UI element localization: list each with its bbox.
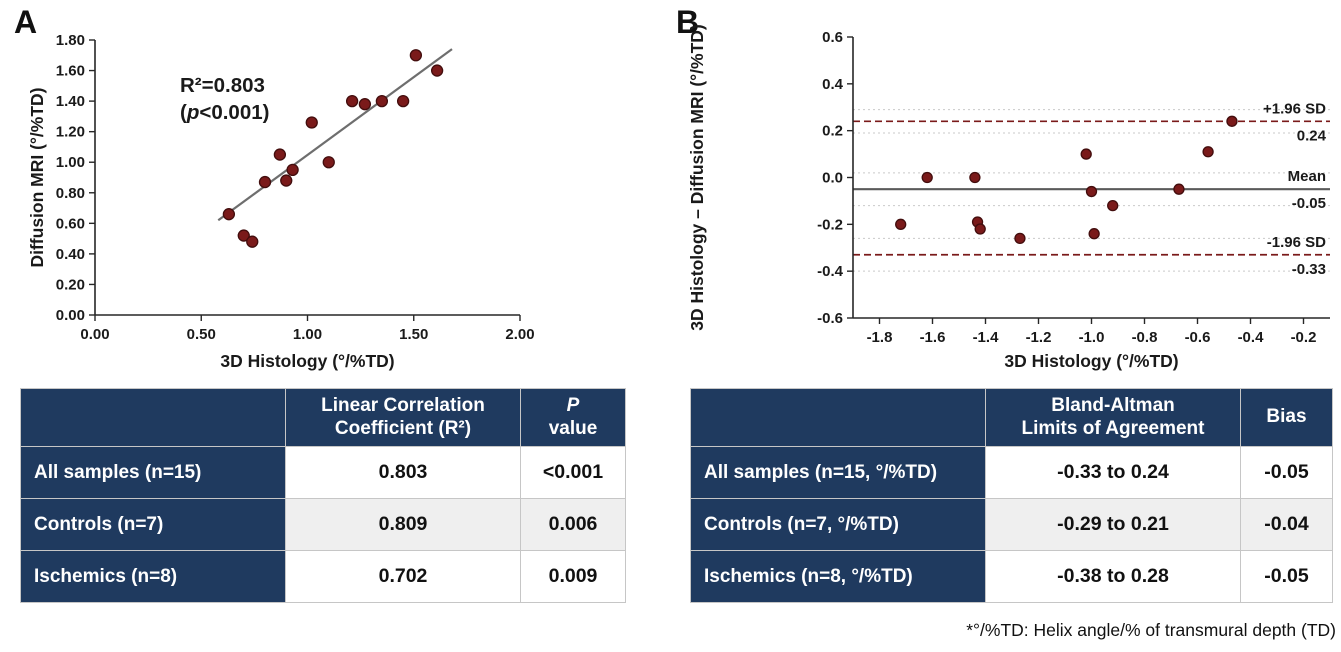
footnote: *°/%TD: Helix angle/% of transmural dept… xyxy=(966,620,1336,640)
svg-text:-1.0: -1.0 xyxy=(1079,329,1105,346)
svg-text:-1.8: -1.8 xyxy=(867,329,893,346)
svg-text:1.00: 1.00 xyxy=(293,326,322,343)
svg-text:-0.8: -0.8 xyxy=(1132,329,1158,346)
svg-text:0.80: 0.80 xyxy=(56,185,85,202)
table-a-corner-cell xyxy=(20,388,286,447)
r2-value-cell: 0.809 xyxy=(285,498,521,551)
svg-text:0.40: 0.40 xyxy=(56,246,85,263)
row-label-cell: Controls (n=7) xyxy=(20,498,286,551)
row-label-cell: Ischemics (n=8) xyxy=(20,550,286,603)
row-label-cell: Controls (n=7, °/%TD) xyxy=(690,498,986,551)
svg-text:0.20: 0.20 xyxy=(56,276,85,293)
p-value-cell: <0.001 xyxy=(520,446,626,499)
svg-text:-0.33: -0.33 xyxy=(1292,261,1326,278)
panel-b-bland-altman-chart: 0.6 0.4 0.2 0.0 -0.2 -0.4 -0.6 -1.8 -1.6 -1.4 -1.2… xyxy=(685,12,1340,382)
svg-text:0.2: 0.2 xyxy=(822,123,843,140)
row-label-cell: All samples (n=15) xyxy=(20,446,286,499)
table-b-header-loa: Bland-Altman Limits of Agreement xyxy=(985,388,1241,447)
table-header-row: Bland-Altman Limits of Agreement Bias xyxy=(690,388,1333,447)
p-value-cell: 0.006 xyxy=(520,498,626,551)
svg-text:0.00: 0.00 xyxy=(80,326,109,343)
bias-value-cell: -0.05 xyxy=(1240,550,1333,603)
row-label-cell: All samples (n=15, °/%TD) xyxy=(690,446,986,499)
bias-value-cell: -0.05 xyxy=(1240,446,1333,499)
svg-text:3D Histology (°/%TD): 3D Histology (°/%TD) xyxy=(1004,351,1178,371)
svg-text:-1.2: -1.2 xyxy=(1026,329,1052,346)
table-a-header-pvalue: P value xyxy=(520,388,626,447)
row-label-cell: Ischemics (n=8, °/%TD) xyxy=(690,550,986,603)
table-row: Controls (n=7, °/%TD) -0.29 to 0.21 -0.0… xyxy=(690,498,1333,551)
table-row: All samples (n=15) 0.803 <0.001 xyxy=(20,446,626,499)
r2-value-cell: 0.803 xyxy=(285,446,521,499)
table-b-corner-cell xyxy=(690,388,986,447)
svg-text:-0.6: -0.6 xyxy=(817,310,843,327)
svg-text:1.00: 1.00 xyxy=(56,154,85,171)
table-b-header-bias: Bias xyxy=(1240,388,1333,447)
svg-text:1.80: 1.80 xyxy=(56,32,85,49)
table-header-row: Linear Correlation Coefficient (R²) P va… xyxy=(20,388,626,447)
panel-b-label: B xyxy=(676,4,700,40)
panel-a-scatter-chart: 0.00 0.20 0.40 0.60 0.80 1.00 1.20 1.40 1.60 1.80… xyxy=(25,12,565,382)
svg-text:1.50: 1.50 xyxy=(399,326,428,343)
svg-text:0.4: 0.4 xyxy=(822,76,844,93)
svg-text:R²=0.803: R²=0.803 xyxy=(180,74,265,97)
svg-text:-0.05: -0.05 xyxy=(1292,195,1326,212)
svg-text:0.6: 0.6 xyxy=(822,29,843,46)
svg-text:-1.4: -1.4 xyxy=(973,329,1000,346)
svg-text:0.60: 0.60 xyxy=(56,215,85,232)
svg-text:-0.4: -0.4 xyxy=(817,263,844,280)
table-row: Ischemics (n=8) 0.702 0.009 xyxy=(20,550,626,603)
svg-text:-0.4: -0.4 xyxy=(1238,329,1265,346)
svg-text:0.0: 0.0 xyxy=(822,170,843,187)
svg-text:+1.96 SD: +1.96 SD xyxy=(1263,100,1326,117)
svg-text:1.60: 1.60 xyxy=(56,63,85,80)
panel-a-label: A xyxy=(14,4,38,40)
svg-text:-1.6: -1.6 xyxy=(920,329,946,346)
scatter_a-svg: 0.00 0.20 0.40 0.60 0.80 1.00 1.20 1.40 1.60 1.80… xyxy=(27,32,535,371)
svg-text:(p<0.001): (p<0.001) xyxy=(180,101,269,124)
r2-value-cell: 0.702 xyxy=(285,550,521,603)
svg-text:-0.2: -0.2 xyxy=(1291,329,1317,346)
table-row: Controls (n=7) 0.809 0.006 xyxy=(20,498,626,551)
svg-text:-1.96 SD: -1.96 SD xyxy=(1267,234,1326,251)
loa-value-cell: -0.29 to 0.21 xyxy=(985,498,1241,551)
svg-text:Mean: Mean xyxy=(1288,168,1326,185)
svg-text:0.00: 0.00 xyxy=(56,307,85,324)
table-row: Ischemics (n=8, °/%TD) -0.38 to 0.28 -0.… xyxy=(690,550,1333,603)
svg-text:0.50: 0.50 xyxy=(187,326,216,343)
bias-value-cell: -0.04 xyxy=(1240,498,1333,551)
svg-text:3D Histology – Diffusion MRI (: 3D Histology – Diffusion MRI (°/%TD) xyxy=(687,24,707,330)
svg-text:1.40: 1.40 xyxy=(56,93,85,110)
p-value-cell: 0.009 xyxy=(520,550,626,603)
table-a-header-correlation: Linear Correlation Coefficient (R²) xyxy=(285,388,521,447)
panel-b-table: Bland-Altman Limits of Agreement Bias Al… xyxy=(690,388,1333,603)
svg-text:Diffusion MRI (°/%TD): Diffusion MRI (°/%TD) xyxy=(27,87,47,267)
svg-text:1.20: 1.20 xyxy=(56,124,85,141)
loa-value-cell: -0.38 to 0.28 xyxy=(985,550,1241,603)
bland_altman_b-svg: 0.6 0.4 0.2 0.0 -0.2 -0.4 -0.6 -1.8 -1.6 -1.4 -1.2… xyxy=(687,24,1330,371)
loa-value-cell: -0.33 to 0.24 xyxy=(985,446,1241,499)
svg-text:-0.2: -0.2 xyxy=(817,216,843,233)
table-row: All samples (n=15, °/%TD) -0.33 to 0.24 … xyxy=(690,446,1333,499)
svg-text:2.00: 2.00 xyxy=(505,326,534,343)
panel-a-table: Linear Correlation Coefficient (R²) P va… xyxy=(20,388,626,603)
svg-text:-0.6: -0.6 xyxy=(1185,329,1211,346)
svg-text:3D Histology (°/%TD): 3D Histology (°/%TD) xyxy=(220,351,394,371)
svg-text:0.24: 0.24 xyxy=(1297,127,1327,144)
